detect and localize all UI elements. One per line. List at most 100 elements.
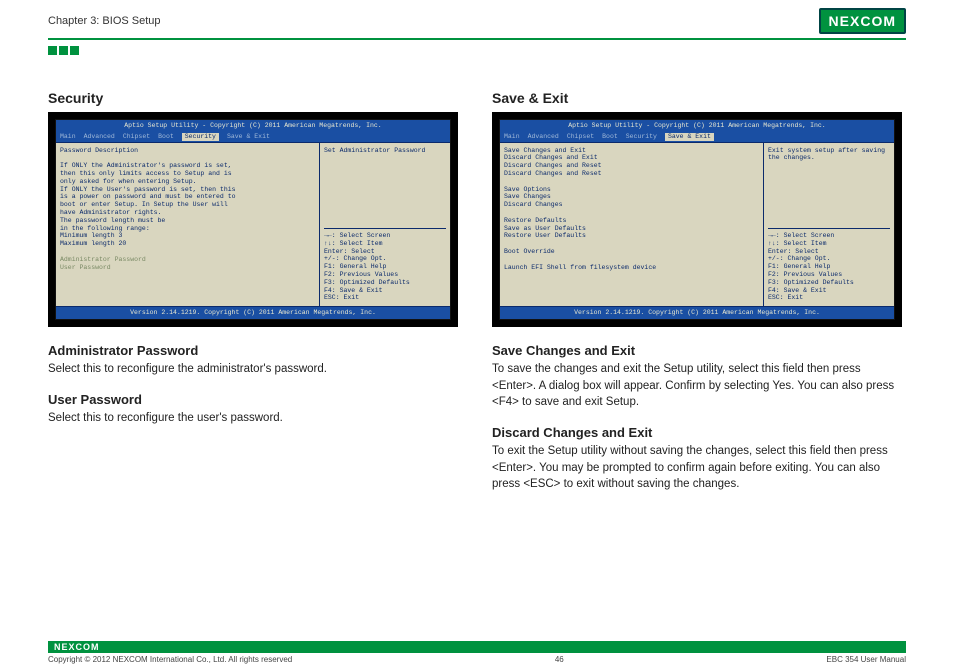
left-subsections: Administrator Password Select this to rec… [48,343,458,426]
bios-line [504,240,759,248]
bios-key-hint: Enter: Select [324,248,446,256]
bios-title: Aptio Setup Utility - Copyright (C) 2011… [500,120,894,132]
bios-key-hint: F2: Previous Values [768,271,890,279]
bios-key-hint: →←: Select Screen [768,232,890,240]
bios-line: in the following range: [60,225,315,233]
bios-line: Minimum length 3 [60,232,315,240]
bios-keys: →←: Select Screen↑↓: Select ItemEnter: S… [324,228,446,302]
footer-logo: NEXCOM [54,642,100,652]
bios-key-hint: F1: General Help [768,263,890,271]
bios-right-pane: Exit system setup after saving the chang… [764,143,894,307]
left-section-title: Security [48,90,458,106]
decor-square [70,46,79,55]
bios-tab: Save & Exit [227,133,270,141]
bios-line [504,256,759,264]
bios-line: Discard Changes and Reset [504,162,759,170]
subsection-body: Select this to reconfigure the administr… [48,361,458,378]
bios-tab: Main [504,133,520,141]
bios-line: If ONLY the Administrator's password is … [60,162,315,170]
bios-left-pane: Password Description If ONLY the Adminis… [56,143,320,307]
bios-line [504,178,759,186]
bios-keys: →←: Select Screen↑↓: Select ItemEnter: S… [768,228,890,302]
bios-line: Discard Changes [504,201,759,209]
bios-key-hint: F2: Previous Values [324,271,446,279]
bios-line: Restore Defaults [504,217,759,225]
bios-line: Save Changes and Exit [504,147,759,155]
bios-line: only asked for when entering Setup. [60,178,315,186]
bios-line: have Administrator rights. [60,209,315,217]
bios-line: boot or enter Setup. In Setup the User w… [60,201,315,209]
logo: NEXCOM [819,8,906,34]
bios-tab: Chipset [123,133,150,141]
bios-key-hint: +/-: Change Opt. [324,255,446,263]
chapter-title: Chapter 3: BIOS Setup [48,15,161,27]
bios-line: The password length must be [60,217,315,225]
bios-key-hint: F4: Save & Exit [324,287,446,295]
bios-tab: Security [182,133,219,141]
bios-help-text: Exit system setup after saving the chang… [768,147,890,228]
subsection-heading: Administrator Password [48,343,458,358]
bios-line: Save Changes [504,193,759,201]
bios-line: is a power on password and must be enter… [60,193,315,201]
content-columns: Security Aptio Setup Utility - Copyright… [0,78,954,507]
bios-line: Administrator Password [60,256,315,264]
bios-tab: Boot [158,133,174,141]
bios-tab: Advanced [528,133,559,141]
bios-line: Restore User Defaults [504,232,759,240]
bios-line: Launch EFI Shell from filesystem device [504,264,759,272]
subsection: Save Changes and ExitTo save the changes… [492,343,902,411]
bios-key-hint: F4: Save & Exit [768,287,890,295]
bios-line: If ONLY the User's password is set, then… [60,186,315,194]
footer-bar: NEXCOM [48,641,906,653]
subsection: Discard Changes and Exit To exit the Setu… [492,425,902,493]
subsection: Administrator Password Select this to rec… [48,343,458,378]
bios-screenshot-security: Aptio Setup Utility - Copyright (C) 2011… [48,112,458,327]
logo-text: NEXCOM [819,8,906,34]
bios-footer: Version 2.14.1219. Copyright (C) 2011 Am… [56,307,450,319]
subsection-heading: Save Changes and Exit [492,343,902,358]
bios-line: Password Description [60,147,315,155]
bios-tab: Boot [602,133,618,141]
bios-tab: Chipset [567,133,594,141]
bios-line [60,154,315,162]
manual-name: EBC 354 User Manual [826,655,906,664]
bios-footer: Version 2.14.1219. Copyright (C) 2011 Am… [500,307,894,319]
bios-key-hint: →←: Select Screen [324,232,446,240]
bios-right-pane: Set Administrator Password→←: Select Scr… [320,143,450,307]
right-subsections: Save Changes and ExitTo save the changes… [492,343,902,493]
bios-tabs: MainAdvancedChipsetBootSecuritySave & Ex… [56,132,450,142]
page-footer: NEXCOM Copyright © 2012 NEXCOM Internati… [0,641,954,672]
bios-key-hint: F3: Optimized Defaults [324,279,446,287]
bios-line [60,248,315,256]
bios-key-hint: F3: Optimized Defaults [768,279,890,287]
bios-line: Maximum length 20 [60,240,315,248]
subsection: User Password Select this to reconfigure … [48,392,458,427]
bios-left-pane: Save Changes and Exit Discard Changes and… [500,143,764,307]
subsection-body: To exit the Setup utility without saving… [492,443,902,493]
left-column: Security Aptio Setup Utility - Copyright… [48,90,458,507]
bios-key-hint: ESC: Exit [768,294,890,302]
bios-body: Save Changes and Exit Discard Changes and… [500,142,894,308]
bios-line: Boot Override [504,248,759,256]
subsection-body: Select this to reconfigure the user's pa… [48,410,458,427]
bios-tabs: MainAdvancedChipsetBootSecuritySave & Ex… [500,132,894,142]
page-header: Chapter 3: BIOS Setup NEXCOM [0,0,954,38]
bios-tab: Security [626,133,657,141]
bios-key-hint: ↑↓: Select Item [768,240,890,248]
bios-line: then this only limits access to Setup an… [60,170,315,178]
subsection-heading: User Password [48,392,458,407]
bios-line: Save Options [504,186,759,194]
bios-key-hint: ↑↓: Select Item [324,240,446,248]
subsection-heading: Discard Changes and Exit [492,425,902,440]
bios-screenshot-saveexit: Aptio Setup Utility - Copyright (C) 2011… [492,112,902,327]
page-number: 46 [555,655,564,664]
right-column: Save & Exit Aptio Setup Utility - Copyri… [492,90,902,507]
header-rule [48,38,906,40]
bios-key-hint: +/-: Change Opt. [768,255,890,263]
bios-line [504,209,759,217]
bios-body: Password Description If ONLY the Adminis… [56,142,450,308]
bios-tab: Main [60,133,76,141]
bios-key-hint: F1: General Help [324,263,446,271]
bios-key-hint: Enter: Select [768,248,890,256]
bios-line: User Password [60,264,315,272]
